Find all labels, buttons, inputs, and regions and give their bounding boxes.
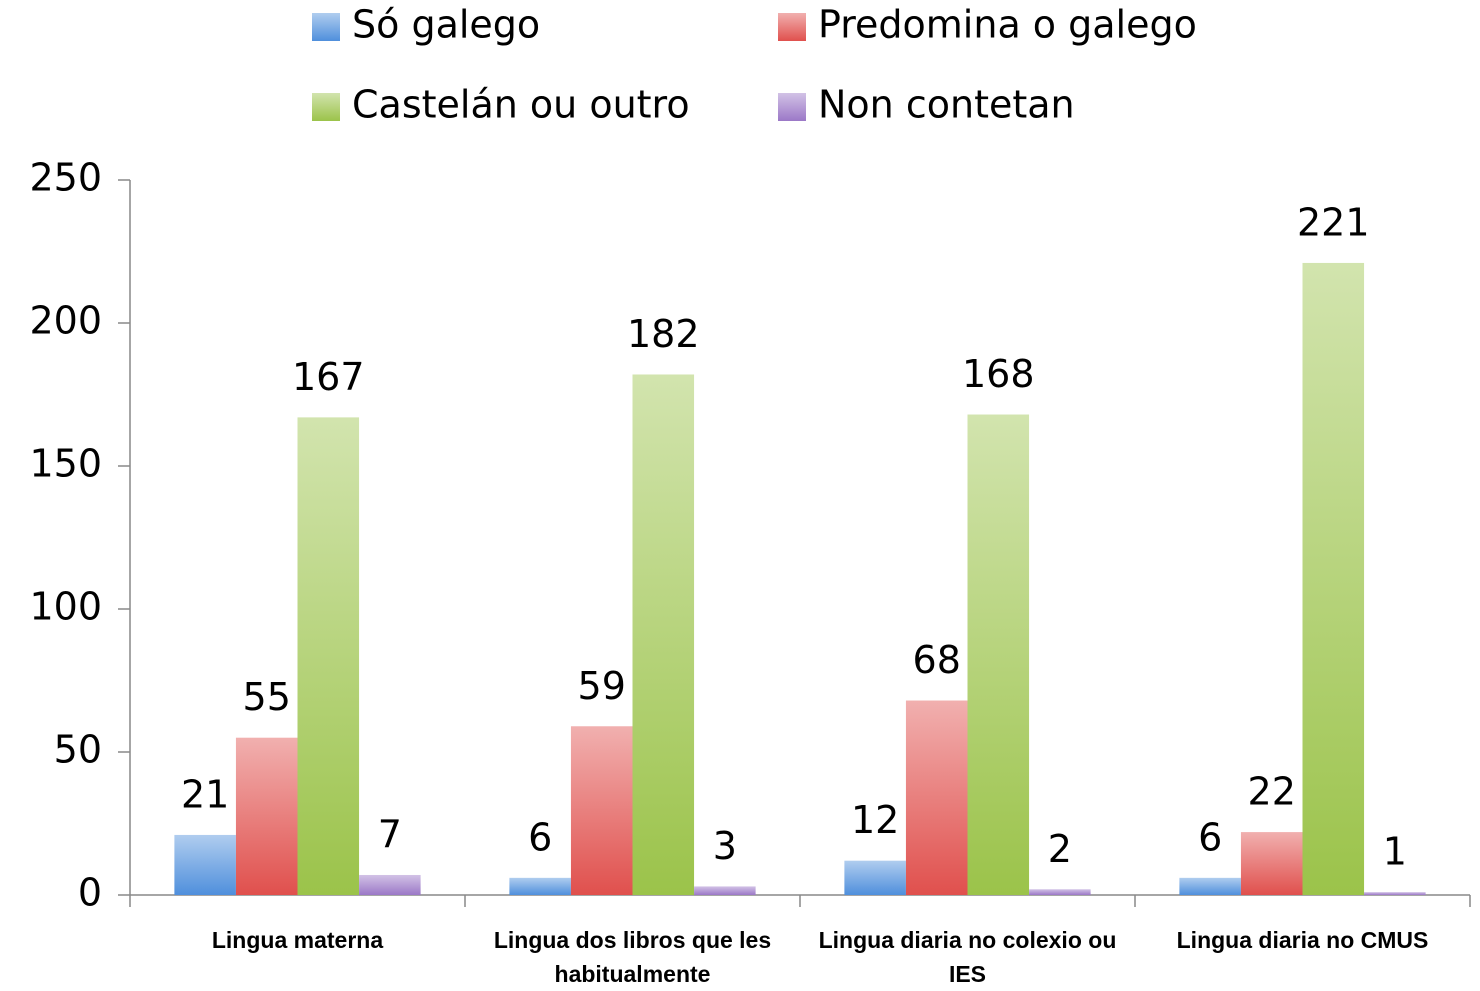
data-label: 22	[1248, 770, 1296, 814]
data-label: 6	[528, 815, 552, 859]
bar	[297, 417, 360, 895]
x-tick-label: Lingua materna	[211, 927, 384, 953]
y-tick-label: 0	[78, 871, 102, 915]
bar	[694, 886, 756, 895]
y-tick-label: 250	[29, 156, 102, 200]
data-label: 182	[627, 312, 700, 356]
bar	[1029, 889, 1091, 895]
bar	[570, 726, 633, 895]
bar	[1240, 832, 1303, 895]
legend-swatch	[312, 13, 340, 41]
bar	[844, 860, 906, 895]
data-label: 221	[1297, 200, 1370, 244]
bar	[1302, 262, 1365, 895]
data-label: 68	[913, 638, 961, 682]
y-tick-label: 150	[29, 442, 102, 486]
y-tick-label: 50	[54, 728, 102, 772]
data-label: 7	[378, 812, 402, 856]
bar	[905, 700, 968, 895]
legend-label: Predomina o galego	[818, 3, 1197, 47]
data-label: 59	[578, 664, 626, 708]
data-label: 168	[962, 352, 1035, 396]
bar	[174, 834, 236, 895]
y-tick-label: 200	[29, 299, 102, 343]
data-label: 1	[1383, 830, 1407, 874]
data-label: 55	[243, 675, 291, 719]
bar	[509, 877, 571, 895]
data-label: 21	[181, 772, 229, 816]
bar	[1179, 877, 1241, 895]
data-label: 6	[1198, 815, 1222, 859]
legend-swatch	[312, 93, 340, 121]
x-tick-label: Lingua diaria no CMUS	[1176, 927, 1429, 953]
legend-label: Castelán ou outro	[352, 83, 690, 127]
y-tick-label: 100	[29, 585, 102, 629]
bar	[1364, 892, 1426, 895]
legend-swatch	[778, 13, 806, 41]
data-label: 12	[851, 798, 899, 842]
bar	[632, 374, 695, 896]
bar	[359, 874, 421, 895]
data-label: 3	[713, 824, 737, 868]
legend-label: Só galego	[352, 3, 540, 47]
data-label: 167	[292, 355, 365, 399]
data-label: 2	[1048, 827, 1072, 871]
bar	[967, 414, 1030, 895]
bar	[235, 737, 298, 895]
legend-swatch	[778, 93, 806, 121]
x-tick-label: Lingua dos libros que les habitualmente	[493, 927, 772, 987]
x-tick-label: Lingua diaria no colexio ou IES	[818, 927, 1117, 987]
legend-label: Non contetan	[818, 83, 1075, 127]
